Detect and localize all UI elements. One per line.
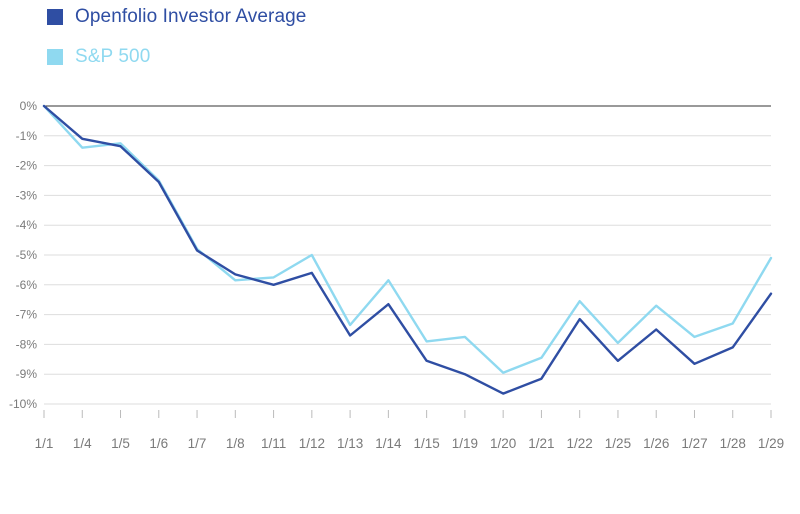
x-tick-label: 1/13 [337, 436, 363, 451]
x-tick-label: 1/15 [413, 436, 439, 451]
x-tick-label: 1/14 [375, 436, 402, 451]
y-tick-label: -4% [16, 218, 38, 232]
legend-label-openfolio: Openfolio Investor Average [75, 6, 307, 27]
y-tick-label: -8% [16, 337, 38, 351]
x-tick-label: 1/12 [299, 436, 325, 451]
x-tick-label: 1/27 [681, 436, 707, 451]
y-tick-label: -2% [16, 159, 38, 173]
x-tick-label: 1/20 [490, 436, 516, 451]
legend-label-sp500: S&P 500 [75, 46, 151, 67]
x-tick-label: 1/11 [261, 436, 286, 451]
x-tick-label: 1/28 [720, 436, 746, 451]
legend-swatch-openfolio [47, 9, 63, 25]
legend-item-openfolio: Openfolio Investor Average [47, 4, 306, 30]
x-tick-label: 1/7 [188, 436, 207, 451]
x-tick-label: 1/8 [226, 436, 245, 451]
series-lines [42, 104, 773, 395]
y-tick-label: -10% [9, 397, 37, 411]
legend-item-sp500: S&P 500 [47, 44, 306, 70]
x-tick-label: 1/25 [605, 436, 631, 451]
y-axis: 0% -1% -2% -3% -4% -5% -6% -7% -8% -9% -10% [9, 99, 37, 411]
x-tick-label: 1/6 [149, 436, 168, 451]
y-tick-label: -3% [16, 188, 38, 202]
x-tick-label: 1/1 [35, 436, 54, 451]
x-tick-label: 1/21 [528, 436, 554, 451]
y-tick-label: -6% [16, 278, 38, 292]
legend-swatch-sp500 [47, 49, 63, 65]
x-tick-label: 1/19 [452, 436, 478, 451]
legend: Openfolio Investor Average S&P 500 [47, 4, 306, 84]
y-tick-label: -5% [16, 248, 38, 262]
y-tick-label: -7% [16, 308, 38, 322]
gridlines [44, 105, 771, 405]
y-tick-label: -9% [16, 367, 38, 381]
x-tick-label: 1/5 [111, 436, 130, 451]
y-tick-label: 0% [20, 99, 38, 113]
x-tick-label: 1/22 [567, 436, 593, 451]
x-tick-label: 1/29 [758, 436, 784, 451]
x-tick-label: 1/26 [643, 436, 669, 451]
y-tick-label: -1% [16, 129, 38, 143]
x-axis: 1/1 1/4 1/5 1/6 1/7 1/8 1/11 1/12 1/13 1/14 1/15 1/… [35, 410, 784, 451]
x-tick-label: 1/4 [73, 436, 92, 451]
series-line-openfolio [42, 104, 773, 395]
